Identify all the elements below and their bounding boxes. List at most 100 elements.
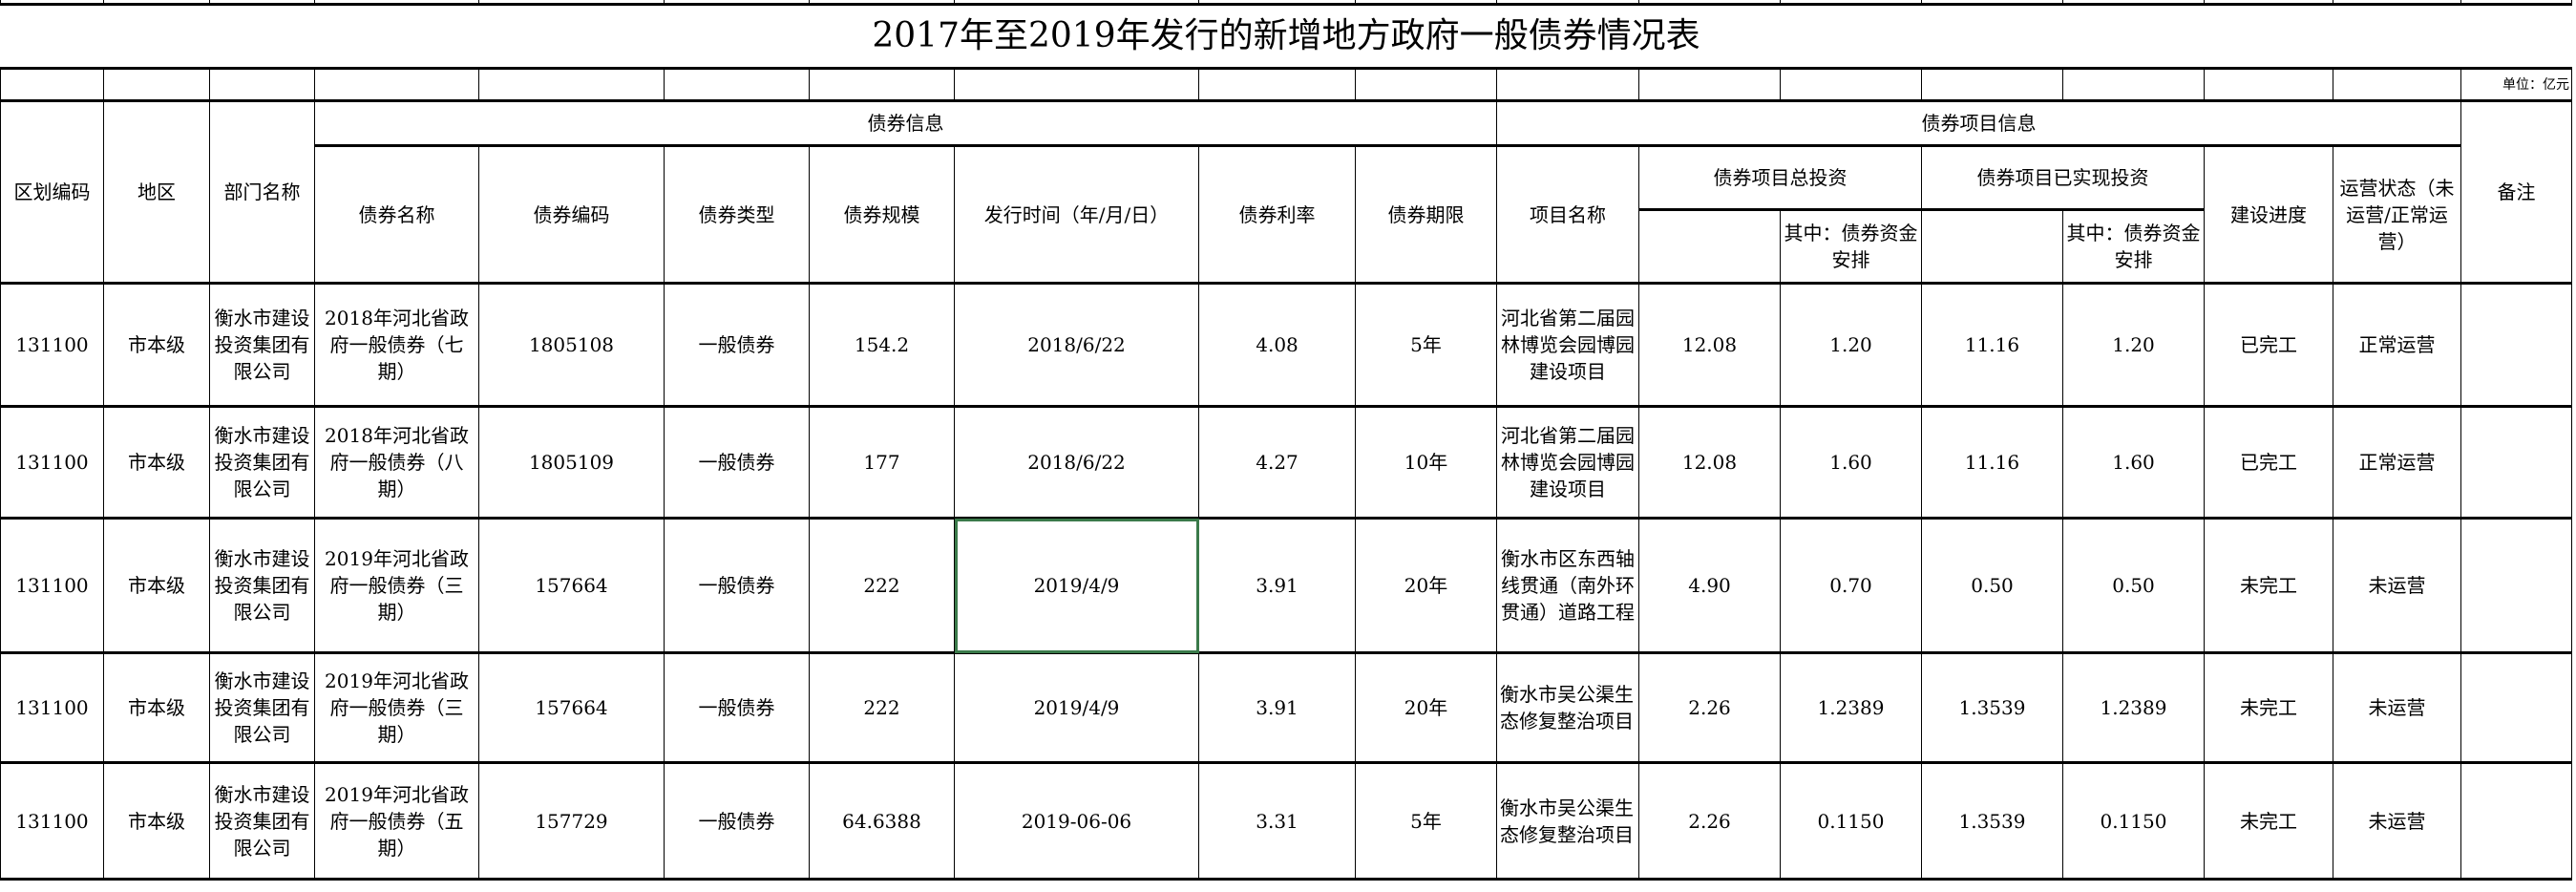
cell-department[interactable]: 衡水市建设投资集团有限公司 (209, 518, 315, 654)
header-progress[interactable]: 建设进度 (2204, 145, 2333, 285)
cell-region-code[interactable]: 131100 (0, 652, 104, 764)
cell-rate[interactable]: 4.27 (1198, 406, 1356, 520)
header-realized-invest[interactable]: 债券项目已实现投资 (1921, 145, 2205, 211)
cell-bond-code[interactable]: 1805109 (478, 406, 665, 520)
cell-realized-invest-bond[interactable]: 1.60 (2062, 406, 2205, 520)
header-bond-code[interactable]: 债券编码 (478, 145, 665, 285)
cell-realized-invest[interactable]: 0.50 (1921, 518, 2063, 654)
cell-term[interactable]: 20年 (1355, 518, 1497, 654)
cell-realized-invest-bond[interactable]: 1.2389 (2062, 652, 2205, 764)
cell-total-invest[interactable]: 4.90 (1638, 518, 1781, 654)
cell-realized-invest-bond[interactable]: 1.20 (2062, 283, 2205, 408)
cell-remark[interactable] (2460, 652, 2572, 764)
cell-region-code[interactable]: 131100 (0, 283, 104, 408)
sheet-title[interactable]: 2017年至2019年发行的新增地方政府一般债券情况表 (0, 4, 2572, 70)
cell-bond-scale[interactable]: 222 (809, 518, 955, 654)
cell-bond-name[interactable]: 2019年河北省政府一般债券（三期） (314, 518, 479, 654)
header-department[interactable]: 部门名称 (209, 100, 315, 285)
grid-cell[interactable] (1198, 68, 1356, 102)
cell-department[interactable]: 衡水市建设投资集团有限公司 (209, 652, 315, 764)
header-issue-date[interactable]: 发行时间（年/月/日） (954, 145, 1199, 285)
grid-cell[interactable] (1355, 68, 1497, 102)
cell-remark[interactable] (2460, 406, 2572, 520)
cell-bond-name[interactable]: 2019年河北省政府一般债券（三期） (314, 652, 479, 764)
cell-region[interactable]: 市本级 (103, 283, 210, 408)
cell-project-name[interactable]: 河北省第二届园林博览会园博园建设项目 (1496, 406, 1639, 520)
header-bond-type[interactable]: 债券类型 (664, 145, 810, 285)
grid-cell[interactable] (2460, 0, 2572, 6)
cell-status[interactable]: 未运营 (2333, 652, 2461, 764)
cell-term[interactable]: 10年 (1355, 406, 1497, 520)
cell-progress[interactable]: 未完工 (2204, 762, 2333, 881)
cell-bond-code[interactable]: 157664 (478, 518, 665, 654)
cell-issue-date[interactable]: 2018/6/22 (954, 283, 1199, 408)
cell-term[interactable]: 5年 (1355, 283, 1497, 408)
cell-realized-invest[interactable]: 1.3539 (1921, 652, 2063, 764)
cell-issue-date[interactable]: 2019/4/9 (954, 518, 1199, 654)
cell-total-invest-bond[interactable]: 1.60 (1780, 406, 1922, 520)
cell-bond-code[interactable]: 157664 (478, 652, 665, 764)
cell-region[interactable]: 市本级 (103, 518, 210, 654)
cell-bond-type[interactable]: 一般债券 (664, 652, 810, 764)
cell-status[interactable]: 正常运营 (2333, 283, 2461, 408)
cell-issue-date[interactable]: 2019-06-06 (954, 762, 1199, 881)
cell-bond-name[interactable]: 2018年河北省政府一般债券（八期） (314, 406, 479, 520)
cell-total-invest-bond[interactable]: 1.20 (1780, 283, 1922, 408)
cell-region[interactable]: 市本级 (103, 652, 210, 764)
grid-cell[interactable] (954, 68, 1199, 102)
cell-progress[interactable]: 未完工 (2204, 652, 2333, 764)
cell-bond-scale[interactable]: 154.2 (809, 283, 955, 408)
cell-issue-date[interactable]: 2018/6/22 (954, 406, 1199, 520)
cell-bond-type[interactable]: 一般债券 (664, 406, 810, 520)
cell-realized-invest-bond[interactable]: 0.1150 (2062, 762, 2205, 881)
unit-label[interactable]: 单位：亿元 (2460, 68, 2572, 102)
cell-total-invest[interactable]: 2.26 (1638, 652, 1781, 764)
cell-project-name[interactable]: 河北省第二届园林博览会园博园建设项目 (1496, 283, 1639, 408)
cell-region[interactable]: 市本级 (103, 406, 210, 520)
cell-rate[interactable]: 3.31 (1198, 762, 1356, 881)
header-project-name[interactable]: 项目名称 (1496, 145, 1639, 285)
grid-cell[interactable] (0, 68, 104, 102)
cell-department[interactable]: 衡水市建设投资集团有限公司 (209, 406, 315, 520)
cell-realized-invest[interactable]: 11.16 (1921, 283, 2063, 408)
cell-total-invest-bond[interactable]: 0.70 (1780, 518, 1922, 654)
cell-total-invest-bond[interactable]: 1.2389 (1780, 652, 1922, 764)
cell-remark[interactable] (2460, 762, 2572, 881)
cell-bond-type[interactable]: 一般债券 (664, 518, 810, 654)
header-status[interactable]: 运营状态（未运营/正常运营） (2333, 145, 2461, 285)
header-total-invest-blank[interactable] (1638, 209, 1781, 285)
cell-term[interactable]: 20年 (1355, 652, 1497, 764)
grid-cell[interactable] (664, 68, 810, 102)
header-region-code[interactable]: 区划编码 (0, 100, 104, 285)
cell-realized-invest[interactable]: 1.3539 (1921, 762, 2063, 881)
grid-cell[interactable] (103, 68, 210, 102)
cell-project-name[interactable]: 衡水市吴公渠生态修复整治项目 (1496, 762, 1639, 881)
cell-realized-invest[interactable]: 11.16 (1921, 406, 2063, 520)
cell-bond-type[interactable]: 一般债券 (664, 283, 810, 408)
cell-rate[interactable]: 3.91 (1198, 518, 1356, 654)
header-bond-scale[interactable]: 债券规模 (809, 145, 955, 285)
grid-cell[interactable] (2204, 68, 2333, 102)
grid-cell[interactable] (1638, 68, 1781, 102)
cell-rate[interactable]: 3.91 (1198, 652, 1356, 764)
cell-project-name[interactable]: 衡水市吴公渠生态修复整治项目 (1496, 652, 1639, 764)
cell-region-code[interactable]: 131100 (0, 762, 104, 881)
header-realized-invest-bond[interactable]: 其中：债券资金安排 (2062, 209, 2205, 285)
cell-department[interactable]: 衡水市建设投资集团有限公司 (209, 283, 315, 408)
grid-cell[interactable] (209, 68, 315, 102)
grid-cell[interactable] (2062, 68, 2205, 102)
cell-status[interactable]: 正常运营 (2333, 406, 2461, 520)
cell-bond-scale[interactable]: 64.6388 (809, 762, 955, 881)
header-bond-info[interactable]: 债券信息 (314, 100, 1497, 147)
cell-remark[interactable] (2460, 283, 2572, 408)
cell-total-invest[interactable]: 2.26 (1638, 762, 1781, 881)
header-region[interactable]: 地区 (103, 100, 210, 285)
cell-total-invest[interactable]: 12.08 (1638, 406, 1781, 520)
cell-region-code[interactable]: 131100 (0, 406, 104, 520)
cell-bond-scale[interactable]: 222 (809, 652, 955, 764)
cell-status[interactable]: 未运营 (2333, 518, 2461, 654)
header-term[interactable]: 债券期限 (1355, 145, 1497, 285)
grid-cell[interactable] (2333, 68, 2461, 102)
cell-department[interactable]: 衡水市建设投资集团有限公司 (209, 762, 315, 881)
cell-rate[interactable]: 4.08 (1198, 283, 1356, 408)
